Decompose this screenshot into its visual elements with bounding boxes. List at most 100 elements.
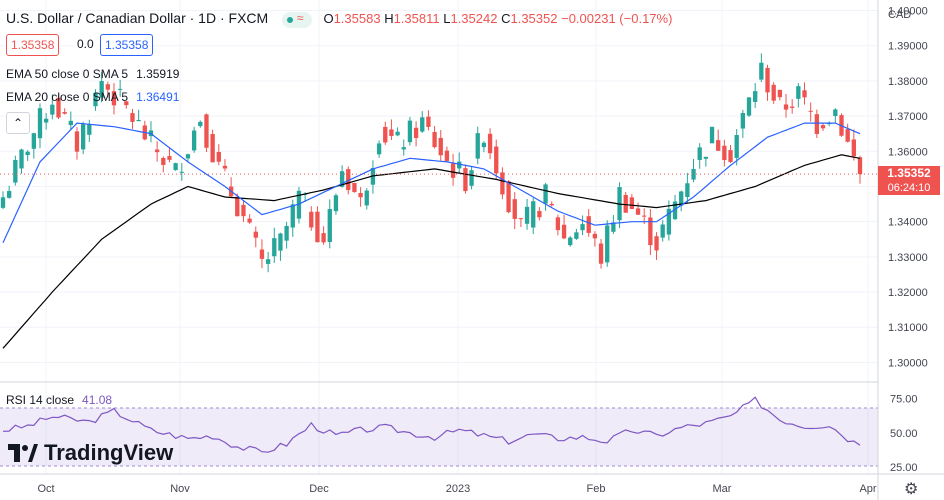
candle (524, 198, 530, 230)
symbol-title[interactable]: U.S. Dollar / Canadian Dollar · 1D · FXC… (6, 10, 269, 26)
candle (753, 83, 758, 109)
candle (37, 103, 43, 149)
candle-body (50, 104, 55, 115)
candle-body (814, 114, 819, 134)
candle (364, 188, 369, 210)
price-tick-label: 1.33000 (888, 252, 928, 264)
candle (518, 218, 524, 228)
ema20-legend[interactable]: EMA 20 close 0 SMA 5 1.36491 (6, 90, 179, 104)
candle (117, 79, 123, 97)
rsi-legend[interactable]: RSI 14 close 41.08 (6, 393, 112, 407)
candle-body (198, 121, 203, 127)
candle (654, 232, 659, 260)
candle-body (494, 146, 499, 174)
open-value: 1.35583 (333, 11, 381, 26)
candle-body (851, 139, 856, 157)
buy-price-button[interactable]: 1.35358 (100, 34, 154, 56)
candle-body (179, 171, 184, 173)
candle (827, 121, 832, 127)
candle-body (543, 184, 548, 204)
collapse-legend-button[interactable]: ⌃ (6, 112, 30, 134)
countdown-label: 06:24:10 (878, 181, 940, 196)
candle-body (796, 86, 801, 99)
candle (62, 108, 67, 115)
candle (857, 155, 863, 184)
candle-body (290, 204, 295, 228)
candle (660, 220, 665, 242)
candle-body (432, 132, 437, 148)
settings-gear-icon[interactable]: ⚙ (904, 481, 919, 498)
candle (635, 202, 641, 215)
candle-body (753, 91, 758, 102)
candle (703, 156, 709, 167)
candle (142, 120, 147, 141)
candle (19, 148, 24, 174)
sell-price-button[interactable]: 1.35358 (6, 34, 60, 56)
candle (389, 119, 394, 141)
ema20-label: EMA 20 close 0 SMA 5 (6, 90, 129, 104)
candle-body (376, 143, 382, 155)
candle (759, 53, 764, 83)
candle (450, 153, 456, 186)
candle (506, 180, 511, 214)
candle (561, 214, 567, 240)
candle (771, 82, 776, 104)
candle (426, 110, 431, 131)
candle-body (524, 206, 530, 224)
candle (808, 102, 813, 122)
candle (167, 146, 172, 163)
candle (820, 122, 826, 131)
candles (0, 53, 863, 273)
candle (728, 145, 733, 163)
candle (265, 251, 271, 273)
candle-body (210, 134, 215, 163)
rsi-tick-label: 50.00 (890, 428, 918, 440)
currency-label[interactable]: CAD (888, 9, 911, 21)
candle-body (506, 181, 511, 213)
candle-body (703, 156, 709, 159)
candle-body (105, 84, 110, 90)
candle-body (833, 109, 838, 117)
ema20-value: 1.36491 (136, 90, 180, 104)
candle (105, 81, 110, 98)
candle (469, 166, 474, 190)
candle (259, 239, 265, 269)
candle (790, 99, 795, 114)
wave-icon: ≈ (296, 10, 304, 25)
candle-body (635, 208, 641, 215)
candle-body (740, 113, 746, 129)
open-label: O (323, 11, 334, 26)
candle-body (598, 243, 604, 264)
candle-body (457, 161, 462, 169)
candle (623, 191, 628, 213)
candle (555, 214, 561, 236)
candle-body (204, 114, 209, 148)
candle-body (697, 147, 702, 160)
candle-body (117, 88, 123, 90)
candle-body (549, 203, 554, 206)
candle-body (364, 190, 369, 206)
candle (296, 186, 302, 224)
ema50-legend[interactable]: EMA 50 close 0 SMA 5 1.35919 (6, 67, 179, 81)
rsi-tick-label: 75.00 (890, 394, 918, 406)
candle-body (857, 157, 863, 175)
candle (438, 130, 443, 161)
candle-body (469, 170, 474, 186)
candle-body (611, 222, 616, 232)
price-tick-label: 1.39000 (888, 41, 928, 53)
candle (598, 238, 604, 269)
candle (851, 129, 856, 161)
candle-body (845, 129, 850, 142)
candle (401, 139, 406, 156)
rsi-line (2, 396, 861, 453)
candle (611, 215, 616, 234)
candle-body (173, 163, 178, 171)
candle (512, 192, 517, 230)
candle (537, 207, 542, 221)
candle-body (25, 151, 30, 156)
candle-body (444, 150, 450, 162)
ema50-value: 1.35919 (136, 67, 180, 81)
candle-body (395, 131, 400, 136)
candle (210, 129, 215, 163)
